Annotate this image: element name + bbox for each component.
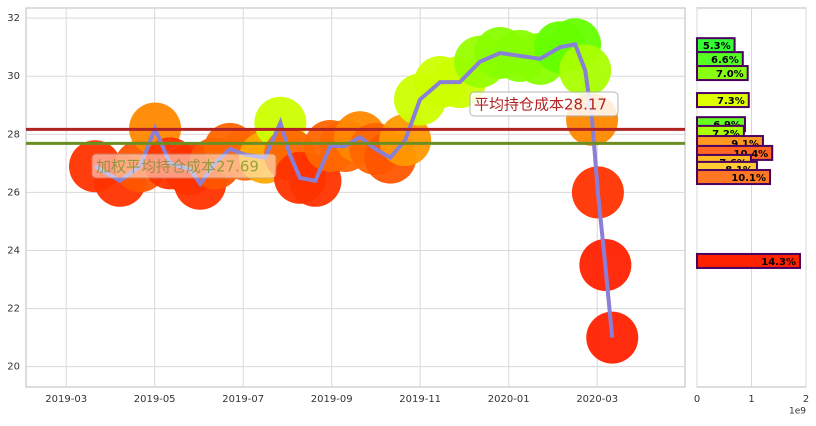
annotation: 加权平均持仓成本27.69	[96, 158, 259, 176]
bubble	[586, 311, 639, 364]
x-tick-label: 2019-07	[222, 394, 264, 405]
y-tick-label: 24	[7, 246, 20, 257]
annotation-box	[469, 91, 619, 117]
x-tick-label: 2019-03	[45, 394, 87, 405]
bar-label: 6.6%	[711, 55, 739, 66]
x-tick-label: 2020-03	[576, 394, 618, 405]
x-tick-label: 2019-09	[311, 394, 353, 405]
bar-label: 9.1%	[731, 139, 759, 150]
bar-label: 7.2%	[712, 129, 740, 140]
annotation: 平均持仓成本28.17	[474, 96, 607, 114]
y-tick-label: 20	[7, 362, 20, 373]
bar	[696, 252, 802, 269]
y-tick-label: 30	[7, 71, 20, 82]
x-tick-label: 1	[748, 394, 754, 405]
bar-label: 5.3%	[703, 41, 731, 52]
x-tick-label: 2	[803, 394, 809, 405]
bar-label: 7.3%	[717, 96, 745, 107]
x-tick-label: 2019-11	[399, 394, 441, 405]
y-tick-label: 28	[7, 129, 20, 140]
y-tick-label: 32	[7, 13, 20, 24]
price-line	[93, 42, 615, 338]
bar	[696, 92, 750, 109]
axis-multiplier: 1e9	[789, 407, 806, 417]
annotation-box	[91, 153, 277, 179]
bar-label: 10.1%	[731, 173, 766, 184]
x-tick-label: 2020-01	[488, 394, 530, 405]
x-tick-label: 0	[694, 394, 700, 405]
bar-label: 14.3%	[761, 257, 796, 268]
bar	[696, 169, 772, 186]
y-tick-label: 26	[7, 187, 20, 198]
bar-label: 7.0%	[716, 69, 744, 80]
y-tick-label: 22	[7, 304, 20, 315]
x-tick-label: 2019-05	[134, 394, 176, 405]
bar	[696, 65, 749, 82]
